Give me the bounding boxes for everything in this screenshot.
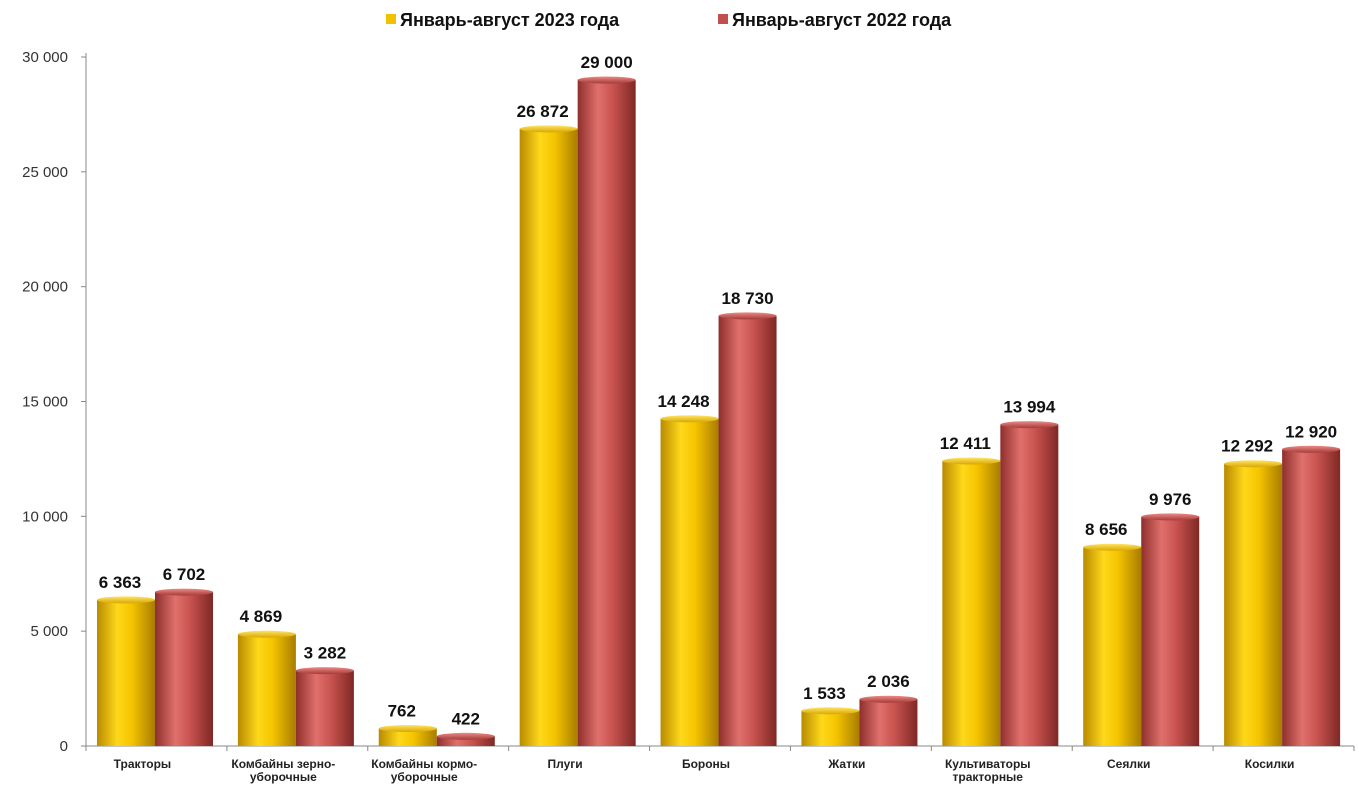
bar-2022-6 (1000, 421, 1059, 746)
data-label: 18 730 (722, 289, 774, 308)
bar-2023-8 (1224, 460, 1283, 746)
y-tick-label: 30 000 (22, 49, 68, 66)
y-tick-label: 5 000 (30, 623, 68, 640)
data-label: 6 702 (163, 565, 206, 584)
data-label: 9 976 (1149, 490, 1192, 509)
bar-2022-0 (155, 588, 213, 746)
bar-2022-4 (718, 312, 777, 746)
bar-2022-1 (295, 667, 354, 746)
data-label: 6 363 (99, 573, 142, 592)
legend-item-2022: Январь-август 2022 года (718, 10, 952, 30)
legend-swatch (718, 14, 728, 24)
legend-label: Январь-август 2022 года (732, 10, 952, 30)
bar-2023-5 (801, 707, 860, 746)
category-label: Сеялки (1107, 757, 1150, 771)
value-labels: 6 363 6 702 4 869 3 282 762 422 26 872 29 000 14… (99, 53, 1337, 728)
data-label: 13 994 (1003, 398, 1056, 417)
data-label: 3 282 (304, 644, 347, 663)
bar-2023-0 (97, 596, 155, 746)
data-label: 4 869 (240, 607, 283, 626)
legend-swatch (386, 14, 396, 24)
bars (97, 76, 1341, 747)
category-label: Косилки (1245, 757, 1295, 771)
category-label: Комбайны кормо- (371, 757, 477, 771)
bar-2023-7 (1083, 543, 1142, 746)
bar-2023-6 (942, 457, 1001, 746)
category-label: Культиваторы (945, 757, 1031, 771)
data-label: 8 656 (1085, 520, 1128, 539)
bar-2023-2 (378, 724, 437, 746)
bar-2023-1 (237, 630, 296, 746)
data-label: 14 248 (658, 392, 710, 411)
category-label: Бороны (682, 757, 730, 771)
category-label: уборочные (250, 770, 317, 784)
legend-label: Январь-август 2023 года (400, 10, 620, 30)
bar-2022-7 (1141, 513, 1200, 746)
data-label: 26 872 (517, 102, 569, 121)
legend-item-2023: Январь-август 2023 года (386, 10, 620, 30)
category-label: уборочные (391, 770, 458, 784)
data-label: 29 000 (581, 53, 633, 72)
y-tick-label: 10 000 (22, 508, 68, 525)
category-label: Тракторы (114, 757, 172, 771)
bar-2022-3 (577, 76, 636, 746)
data-label: 2 036 (867, 672, 910, 691)
bar-2023-4 (660, 415, 719, 746)
data-label: 762 (388, 701, 416, 720)
y-tick-label: 0 (60, 738, 68, 755)
bar-2022-5 (859, 695, 918, 746)
category-label: Комбайны зерно- (231, 757, 335, 771)
data-label: 12 292 (1221, 437, 1273, 456)
y-tick-label: 15 000 (22, 394, 68, 411)
y-tick-label: 25 000 (22, 164, 68, 181)
bar-2022-8 (1282, 445, 1341, 746)
data-label: 12 920 (1285, 422, 1337, 441)
category-label: Жатки (827, 757, 865, 771)
data-label: 12 411 (940, 434, 991, 453)
category-label: тракторные (953, 770, 1024, 784)
y-tick-label: 20 000 (22, 279, 68, 296)
data-label: 1 533 (803, 684, 846, 703)
legend: Январь-август 2023 года Январь-август 202… (386, 10, 952, 30)
bar-2023-3 (519, 125, 578, 747)
category-label: Плуги (548, 757, 583, 771)
data-label: 422 (452, 709, 480, 728)
category-labels: Тракторы Комбайны зерно-уборочныеКомбайны… (114, 757, 1295, 784)
bar-2022-2 (436, 732, 495, 746)
